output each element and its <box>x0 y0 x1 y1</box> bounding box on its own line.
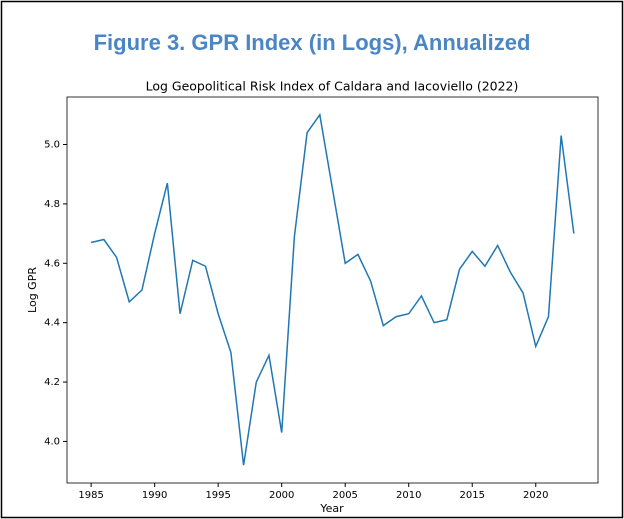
data-line <box>90 112 575 466</box>
x-tick-label: 1995 <box>205 490 230 501</box>
plot-border <box>66 96 599 484</box>
y-tick-label: 4.2 <box>44 377 60 388</box>
x-tick-label: 2010 <box>396 490 421 501</box>
x-tick-label: 2000 <box>269 490 294 501</box>
y-tick-label: 4.6 <box>44 258 60 269</box>
y-tick-label: 4.4 <box>44 318 60 329</box>
x-tick-label: 1990 <box>142 490 167 501</box>
figure-title: Figure 3. GPR Index (in Logs), Annualize… <box>94 30 531 55</box>
x-tick-label: 1985 <box>78 490 103 501</box>
x-tick-label: 2015 <box>460 490 485 501</box>
y-tick-label: 4.0 <box>44 436 60 447</box>
y-tick-label: 5.0 <box>44 140 60 151</box>
y-tick-label: 4.8 <box>44 199 60 210</box>
x-tick-label: 2020 <box>523 490 548 501</box>
chart-title: Log Geopolitical Risk Index of Caldara a… <box>146 79 519 94</box>
x-axis-label: Year <box>319 502 344 515</box>
x-tick-label: 2005 <box>332 490 357 501</box>
y-axis-label: Log GPR <box>26 267 39 313</box>
